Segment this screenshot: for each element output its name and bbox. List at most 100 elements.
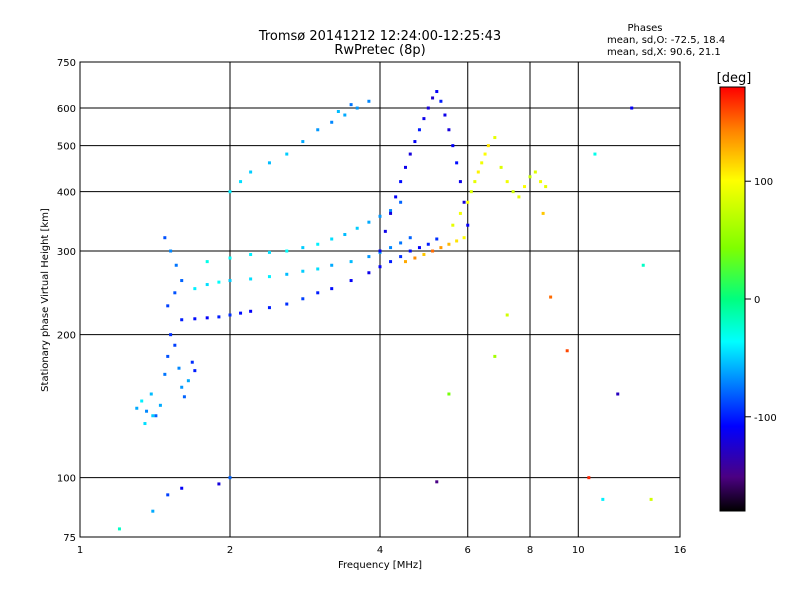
data-point [285, 272, 289, 276]
data-point [249, 170, 253, 174]
data-point [316, 267, 320, 271]
data-point [173, 291, 177, 295]
y-tick-label: 75 [63, 533, 76, 544]
data-point [451, 223, 455, 227]
grid-lines [80, 62, 680, 537]
data-point [417, 128, 421, 132]
data-point [439, 99, 443, 103]
data-point [447, 242, 451, 246]
data-point [173, 343, 177, 347]
data-point [641, 263, 645, 267]
data-point [408, 152, 412, 156]
plot-frame [79, 61, 681, 538]
data-point [228, 190, 232, 194]
data-point [228, 313, 232, 317]
data-point [166, 493, 170, 497]
data-point [343, 113, 347, 117]
data-point [403, 260, 407, 264]
data-point [431, 249, 435, 253]
data-point [367, 255, 371, 259]
data-point [616, 392, 620, 396]
x-tick-label: 2 [227, 545, 233, 556]
data-point [158, 403, 162, 407]
data-point [343, 233, 347, 237]
data-point [403, 165, 407, 169]
data-point [541, 211, 545, 215]
data-point [413, 256, 417, 260]
data-point [217, 315, 221, 319]
data-point [267, 306, 271, 310]
data-point [180, 486, 184, 490]
data-point [505, 313, 509, 317]
data-point [228, 476, 232, 480]
data-point [117, 527, 121, 531]
data-point [186, 379, 190, 383]
data-point [330, 287, 334, 291]
colorbar-ticks: 100 0 -100 [745, 177, 777, 424]
data-point [140, 399, 144, 403]
colorbar-tick-label: 100 [754, 177, 773, 188]
data-point [182, 395, 186, 399]
data-point [517, 195, 521, 199]
chart-subtitle: RwPretec (8p) [334, 43, 425, 58]
data-point [177, 366, 181, 370]
data-point [190, 360, 194, 364]
data-point [399, 255, 403, 259]
data-point [587, 476, 591, 480]
colorbar-tick-label: -100 [754, 413, 777, 424]
data-point [439, 246, 443, 250]
data-point [458, 180, 462, 184]
data-point [267, 275, 271, 279]
colorbar [719, 86, 746, 512]
data-point [539, 180, 543, 184]
data-point [193, 369, 197, 373]
data-point [533, 170, 537, 174]
data-point [426, 242, 430, 246]
data-point [217, 280, 221, 284]
chart-title: Tromsø 20141212 12:24:00-12:25:43 [258, 29, 501, 44]
data-point [355, 106, 359, 110]
data-point [480, 161, 484, 165]
data-point [301, 297, 305, 301]
data-point [473, 180, 477, 184]
phases-o-stats: mean, sd,O: -72.5, 18.4 [607, 35, 725, 46]
data-point [493, 354, 497, 358]
data-point [367, 220, 371, 224]
y-tick-labels: 75 100 200 300 400 500 600 750 [57, 58, 76, 544]
data-point [285, 302, 289, 306]
data-point [422, 117, 426, 121]
data-point [217, 482, 221, 486]
x-tick-labels: 1 2 4 6 8 10 16 [77, 545, 687, 556]
data-point [135, 406, 139, 410]
data-point [593, 152, 597, 156]
data-point [544, 185, 548, 189]
data-point [455, 161, 459, 165]
data-point [378, 265, 382, 269]
data-point [417, 246, 421, 250]
x-tick-label: 4 [377, 545, 383, 556]
data-point [630, 106, 634, 110]
data-point [389, 209, 393, 213]
data-point [193, 317, 197, 321]
data-point [174, 263, 178, 267]
data-point [249, 277, 253, 281]
data-point [316, 291, 320, 295]
data-point [145, 409, 149, 413]
y-tick-label: 300 [57, 247, 76, 258]
data-point [466, 200, 470, 204]
data-point [316, 242, 320, 246]
data-point [285, 249, 289, 253]
data-point [466, 223, 470, 227]
colorbar-unit-label: [deg] [717, 71, 752, 86]
data-point [493, 136, 497, 140]
data-point [499, 165, 503, 169]
data-point [169, 333, 173, 337]
data-point [486, 144, 490, 148]
data-point [447, 392, 451, 396]
data-point [443, 113, 447, 117]
data-point [151, 414, 155, 418]
data-point [399, 241, 403, 245]
phases-heading: Phases [627, 23, 662, 34]
data-point [462, 200, 466, 204]
